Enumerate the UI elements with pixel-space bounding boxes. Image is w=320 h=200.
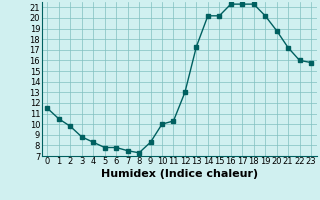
X-axis label: Humidex (Indice chaleur): Humidex (Indice chaleur) (100, 169, 258, 179)
